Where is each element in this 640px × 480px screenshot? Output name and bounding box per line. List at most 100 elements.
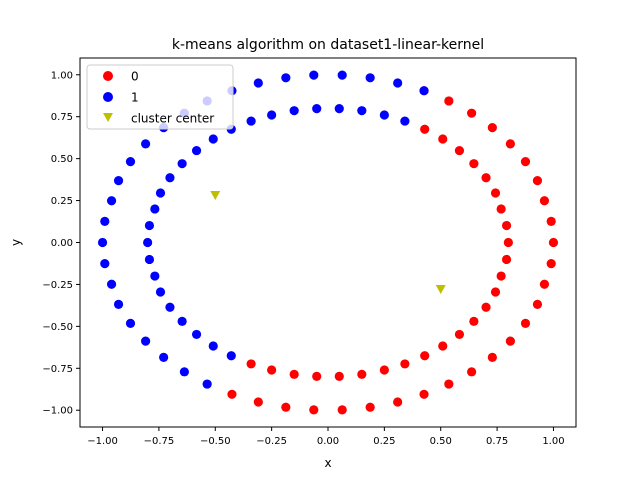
series-0-point: [467, 108, 477, 118]
series-1-point: [141, 336, 151, 346]
series-1-point: [226, 351, 236, 361]
x-tick-label: −0.50: [200, 436, 231, 447]
series-1-point: [419, 86, 429, 96]
series-0-point: [481, 173, 491, 183]
series-0-point: [548, 237, 559, 248]
series-1-point: [267, 110, 277, 120]
series-0-point: [454, 329, 465, 340]
series-0-point: [520, 157, 531, 167]
x-tick-label: 0.50: [430, 436, 452, 447]
series-1-point: [150, 204, 160, 214]
series-1-point: [97, 237, 108, 248]
series-0-point: [505, 139, 515, 149]
series-1-point: [357, 106, 367, 116]
series-1-point: [334, 104, 344, 114]
series-1-point: [144, 254, 155, 265]
y-tick-label: −0.25: [42, 280, 73, 291]
series-0-point: [420, 124, 430, 134]
series-1-point: [246, 116, 256, 126]
series-0-point: [400, 359, 410, 369]
y-tick-label: −0.75: [42, 364, 73, 375]
series-1-point: [400, 116, 410, 126]
series-1-point: [179, 367, 189, 377]
legend-label-0: 0: [131, 70, 139, 84]
y-tick-label: 0.50: [51, 154, 73, 165]
series-1-point: [113, 176, 124, 186]
series-0-point: [267, 365, 277, 375]
series-1-point: [143, 237, 153, 248]
series-1-point: [281, 73, 291, 83]
series-0-point: [490, 188, 501, 198]
y-tick-label: 0.00: [51, 238, 73, 249]
legend-label-1: 1: [131, 91, 139, 105]
x-axis-label: x: [324, 456, 331, 470]
series-1-point: [208, 134, 218, 144]
chart-title: k-means algorithm on dataset1-linear-ker…: [172, 37, 484, 53]
series-0-point: [539, 196, 550, 206]
x-tick-label: −1.00: [87, 436, 118, 447]
series-1-point: [165, 173, 175, 183]
y-tick-label: 0.25: [51, 196, 73, 207]
series-0-point: [334, 371, 344, 381]
series-0-point: [253, 397, 263, 407]
series-1-point: [208, 341, 218, 351]
series-0-point: [496, 271, 506, 281]
series-0-point: [469, 159, 479, 169]
series-0-point: [444, 96, 454, 106]
x-axis-ticks: −1.00 −0.75 −0.50 −0.25 0.00 0.25 0.50 0.75 1.00: [87, 427, 565, 447]
series-1-point: [141, 139, 151, 149]
y-tick-label: 1.00: [51, 70, 73, 81]
legend-box: [86, 64, 234, 130]
series-1-point: [144, 220, 155, 231]
legend-label-cluster-center: cluster center: [131, 112, 214, 126]
y-tick-label: −0.50: [42, 322, 73, 333]
y-axis-ticks: −1.00 −0.75 −0.50 −0.25 0.00 0.25 0.50 0.75 1.00: [42, 70, 80, 417]
series-0-point: [444, 379, 454, 389]
series-0-point: [546, 216, 556, 226]
series-0-point: [379, 365, 389, 375]
series-1-point: [312, 104, 322, 114]
series-0-point: [503, 237, 513, 248]
x-tick-label: 1.00: [542, 436, 564, 447]
series-0-point: [520, 318, 531, 328]
series-0-point: [419, 389, 429, 399]
series-0-point: [337, 405, 347, 415]
series-0-point: [481, 302, 491, 312]
series-1-point: [100, 216, 110, 226]
series-1-point: [289, 106, 299, 116]
series-1-point: [177, 316, 187, 326]
series-1-point: [125, 318, 136, 328]
series-0-point: [420, 351, 430, 361]
legend-marker-1: [103, 92, 113, 102]
series-0-point: [487, 123, 497, 133]
series-1-point: [106, 279, 117, 289]
series-0-point: [312, 371, 322, 381]
series-0-point: [539, 279, 550, 289]
y-axis-label: y: [9, 239, 23, 246]
series-1-point: [150, 271, 160, 281]
series-0-point: [357, 369, 367, 379]
series-0-point: [438, 341, 448, 351]
legend: 0 1 cluster center: [86, 64, 234, 130]
series-0-point: [490, 287, 501, 297]
series-0-point: [467, 367, 477, 377]
series-1-point: [155, 188, 166, 198]
series-0-point: [501, 254, 512, 265]
series-1-point: [379, 110, 389, 120]
series-1-point: [159, 352, 169, 362]
series-0-point: [487, 352, 497, 362]
x-tick-label: 0.25: [373, 436, 395, 447]
series-1-point: [365, 73, 375, 83]
series-1-point: [202, 379, 212, 389]
plot-area-frame: [79, 57, 577, 428]
series-0-point: [438, 134, 448, 144]
series-0-point: [365, 402, 375, 412]
series-1-point: [100, 259, 110, 269]
series-1-point: [165, 302, 175, 312]
series-0-point: [393, 397, 403, 407]
legend-marker-0: [103, 71, 113, 81]
cluster-center-marker: [435, 284, 446, 294]
series-0-point: [281, 402, 291, 412]
y-tick-label: −1.00: [42, 406, 73, 417]
